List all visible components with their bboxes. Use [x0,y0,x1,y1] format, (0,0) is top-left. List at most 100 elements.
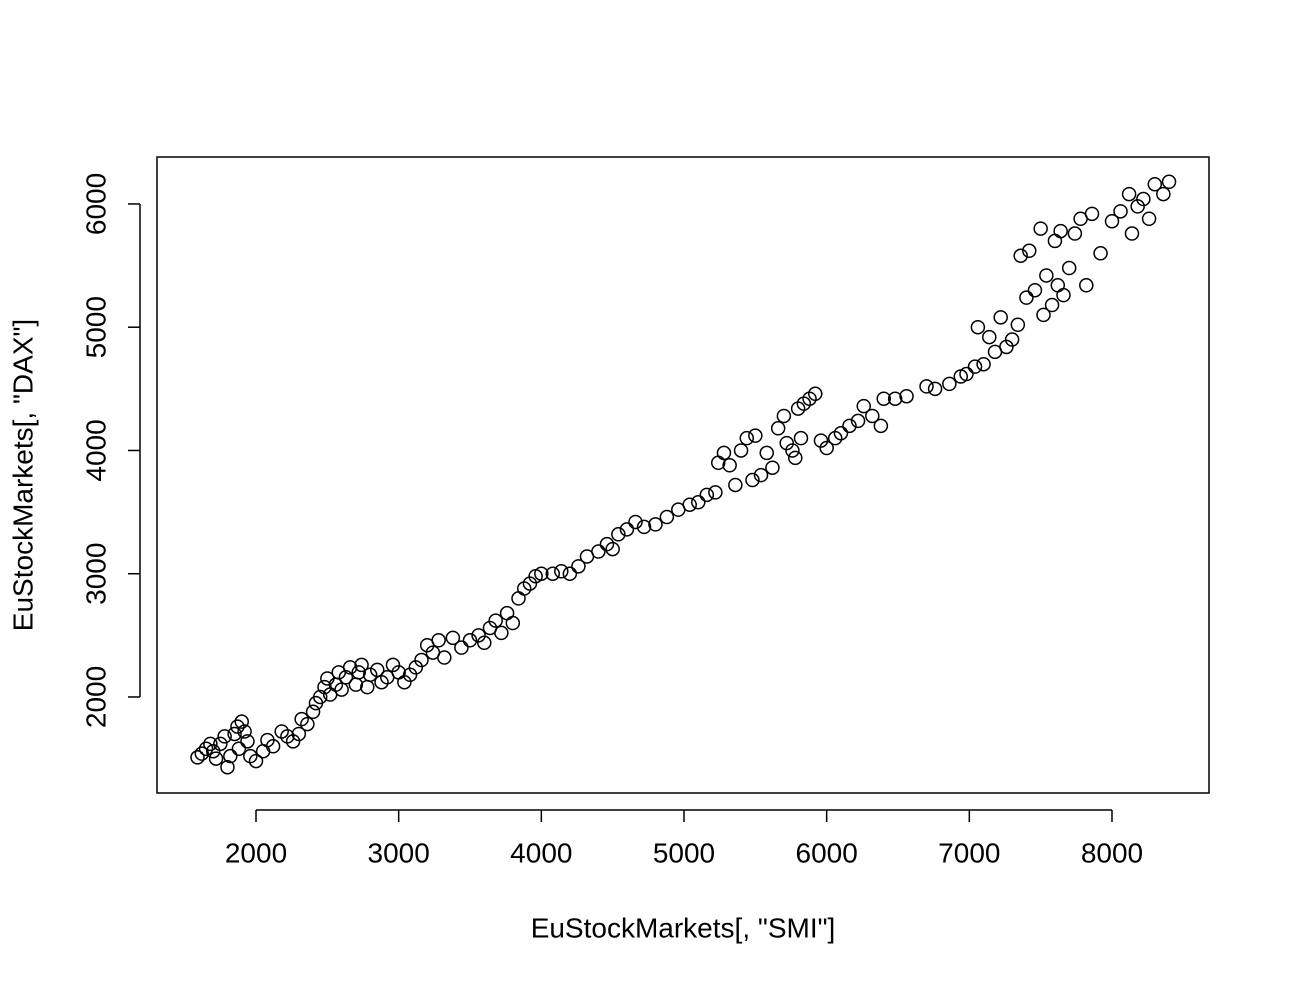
point [807,386,823,402]
point [231,741,247,757]
point [748,428,763,443]
point [790,401,806,416]
point [338,670,354,685]
point [1093,246,1108,261]
point [648,517,663,532]
point [360,679,375,695]
point [865,408,880,424]
point [976,356,991,372]
point [1061,260,1077,276]
point [545,566,560,581]
y-axis-title: EuStockMarkets[, "DAX"] [7,319,38,631]
x-tick-label: 5000 [653,837,715,868]
point [1047,233,1063,249]
point [982,329,997,345]
point [1124,226,1140,241]
point [374,674,389,690]
point [454,640,469,655]
point [716,445,732,461]
point [722,458,737,473]
point [208,751,224,766]
point [414,652,429,668]
point [788,450,803,466]
point [899,388,914,404]
point [739,430,755,446]
x-tick-label: 4000 [510,837,572,868]
x-tick-label: 8000 [1081,837,1143,868]
point [312,689,328,705]
x-axis-title: EuStockMarkets[, "SMI"] [531,912,836,943]
point [477,635,492,651]
point [294,711,309,727]
y-tick-label: 3000 [80,543,111,605]
point [194,746,210,761]
point [534,566,549,581]
point [842,418,857,434]
point [927,381,943,397]
point [1141,211,1157,227]
point [205,743,221,759]
y-tick-label: 4000 [80,419,111,481]
point [243,748,258,764]
point [1056,287,1071,303]
point [833,425,849,441]
point [850,413,866,429]
point [354,657,369,673]
point [708,485,723,500]
point [234,714,249,729]
point [619,522,635,537]
point [505,615,521,631]
point [1010,317,1026,333]
point [437,650,452,665]
point [223,748,238,764]
point [765,460,780,475]
point [217,729,232,744]
point [351,665,366,680]
point [699,487,715,503]
point [554,564,569,579]
point [1147,176,1163,192]
point [970,319,986,335]
point [220,759,235,775]
point [745,472,760,488]
point [919,379,934,394]
point [682,497,697,512]
point [959,366,974,382]
point [265,739,281,754]
point [1033,221,1048,236]
point [562,566,578,581]
point [300,716,315,732]
x-tick-label: 7000 [938,837,1000,868]
point [1156,186,1171,202]
point [659,509,675,525]
point [856,398,872,414]
x-tick-label: 6000 [796,837,858,868]
point [1053,223,1068,239]
point [334,682,349,697]
y-tick-label: 2000 [80,666,111,728]
point [445,630,461,646]
point [1104,213,1120,229]
point [291,726,307,742]
point [628,514,643,530]
point [942,376,957,392]
point [274,724,289,739]
point [1044,297,1060,313]
point [591,544,606,559]
point [213,736,228,752]
point [636,519,652,535]
point [1019,290,1034,305]
point [499,605,515,621]
point [599,536,615,552]
point [770,421,786,436]
point [691,494,706,510]
point [511,591,526,606]
point [1161,174,1177,190]
point [431,633,446,648]
point [887,391,903,406]
point [190,750,205,765]
point [1079,278,1094,293]
point [237,724,252,739]
point [230,719,245,734]
